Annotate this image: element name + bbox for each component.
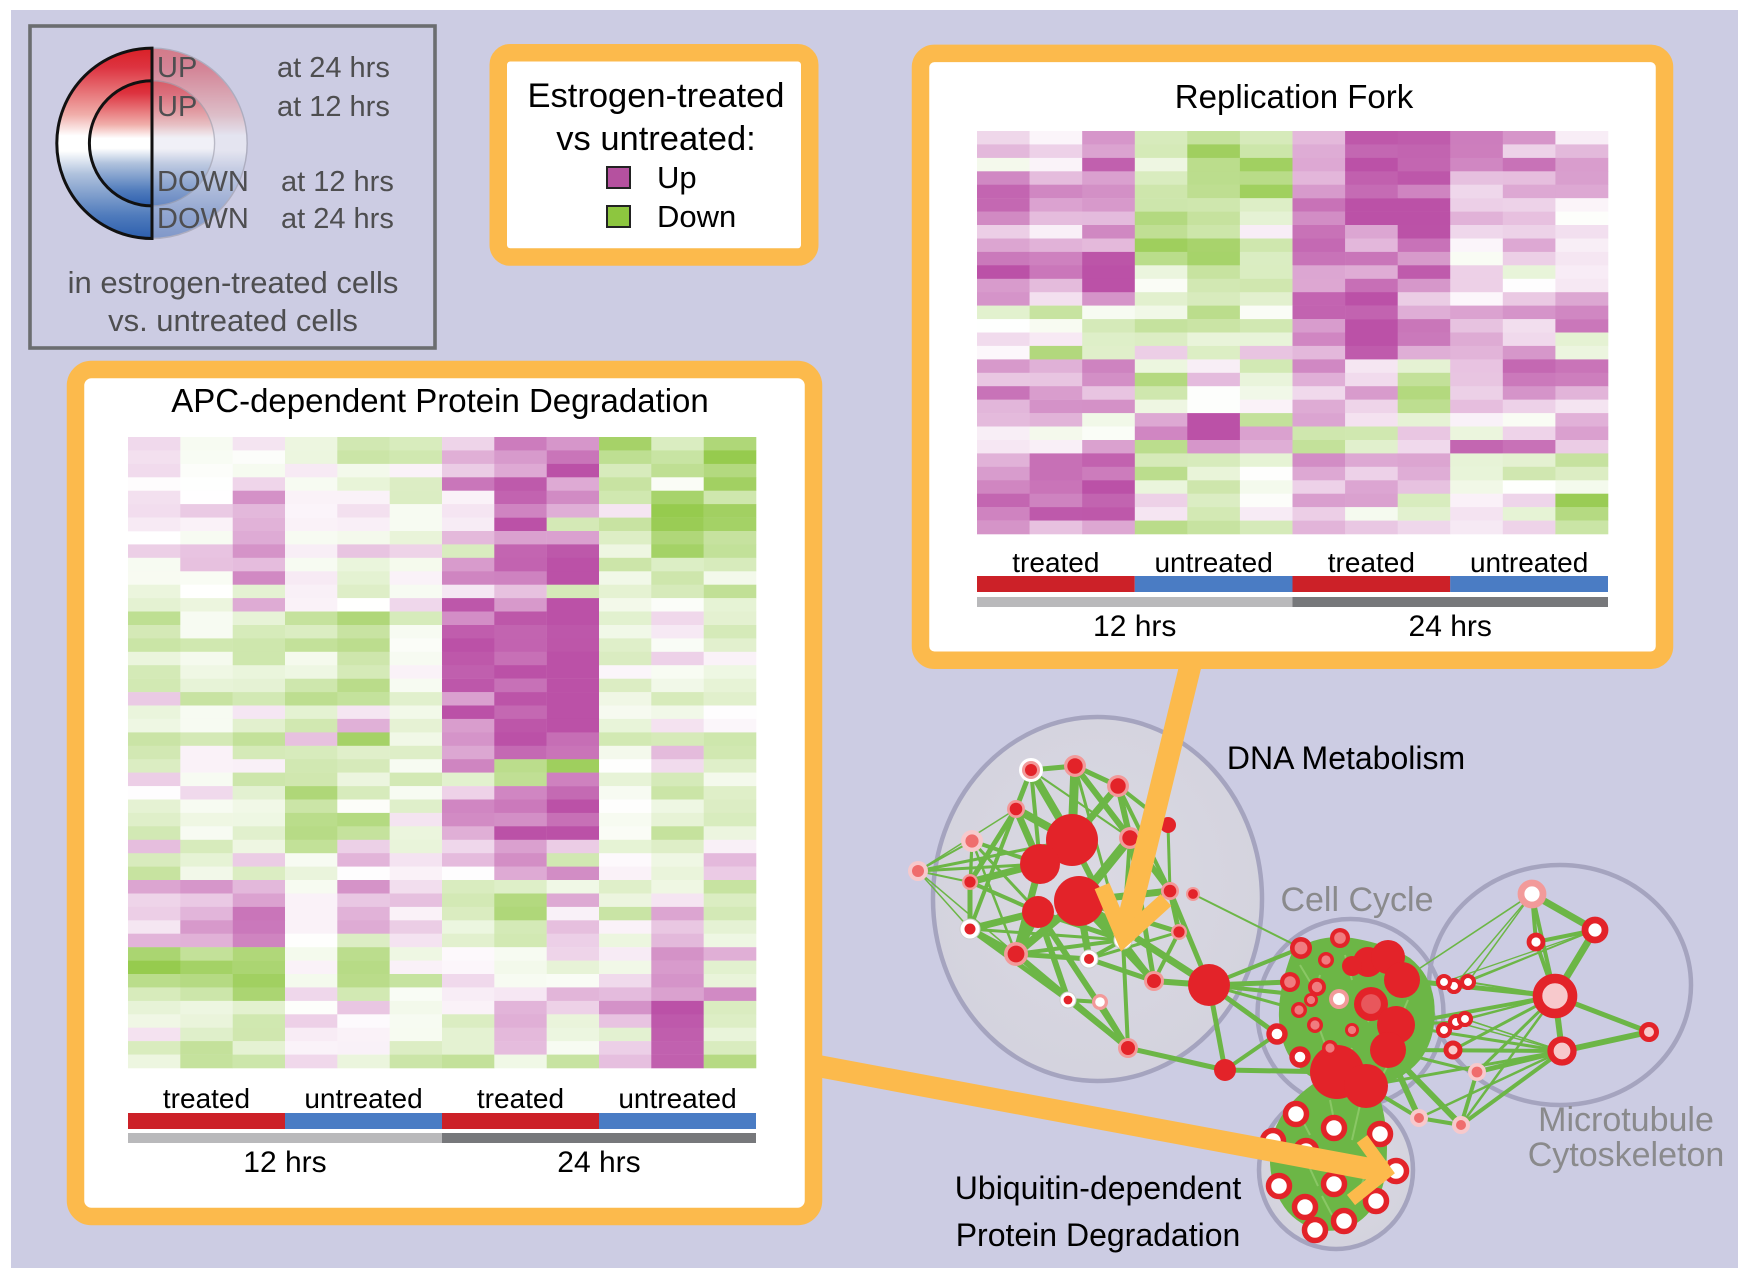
svg-text:untreated: untreated [1154,547,1272,578]
svg-text:vs. untreated cells: vs. untreated cells [108,303,358,338]
svg-text:Down: Down [657,199,736,234]
svg-text:at 12 hrs: at 12 hrs [277,91,390,123]
svg-text:Protein Degradation: Protein Degradation [956,1217,1241,1253]
svg-text:untreated: untreated [618,1083,736,1114]
svg-text:Microtubule: Microtubule [1538,1101,1714,1139]
svg-text:at 12 hrs: at 12 hrs [281,166,394,198]
svg-text:12 hrs: 12 hrs [243,1146,326,1179]
svg-text:treated: treated [477,1083,564,1114]
svg-text:at 24 hrs: at 24 hrs [281,203,394,235]
svg-text:DNA Metabolism: DNA Metabolism [1227,740,1465,776]
svg-text:12 hrs: 12 hrs [1093,610,1176,643]
svg-text:vs untreated:: vs untreated: [556,120,755,158]
svg-text:treated: treated [1328,547,1415,578]
svg-text:Replication Fork: Replication Fork [1175,78,1414,115]
svg-text:24 hrs: 24 hrs [1409,610,1492,643]
svg-text:DOWN: DOWN [157,203,249,235]
svg-text:Cell Cycle: Cell Cycle [1280,881,1433,919]
svg-text:DOWN: DOWN [157,166,249,198]
svg-text:24 hrs: 24 hrs [557,1146,640,1179]
svg-text:treated: treated [1012,547,1099,578]
svg-text:untreated: untreated [304,1083,422,1114]
svg-text:Cytoskeleton: Cytoskeleton [1528,1136,1725,1174]
svg-text:Up: Up [657,160,697,195]
svg-text:untreated: untreated [1470,547,1588,578]
svg-text:UP: UP [157,91,197,123]
svg-text:in estrogen-treated cells: in estrogen-treated cells [68,265,399,300]
svg-text:Ubiquitin-dependent: Ubiquitin-dependent [955,1170,1242,1206]
svg-text:Estrogen-treated: Estrogen-treated [528,77,785,115]
svg-text:UP: UP [157,52,197,84]
svg-text:treated: treated [163,1083,250,1114]
svg-text:APC-dependent Protein Degradat: APC-dependent Protein Degradation [171,382,709,419]
svg-text:at 24 hrs: at 24 hrs [277,52,390,84]
